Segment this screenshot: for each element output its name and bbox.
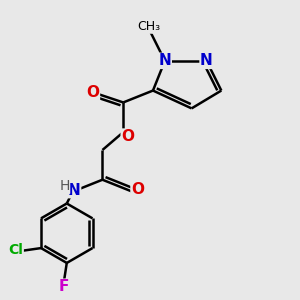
Text: O: O [86, 85, 99, 100]
Text: O: O [121, 129, 134, 144]
Text: N: N [68, 183, 81, 198]
Text: H: H [59, 179, 70, 193]
Text: F: F [58, 279, 69, 294]
Text: O: O [131, 182, 144, 197]
Text: Cl: Cl [8, 244, 23, 257]
Text: N: N [200, 53, 213, 68]
Text: N: N [158, 53, 171, 68]
Text: CH₃: CH₃ [137, 20, 160, 33]
